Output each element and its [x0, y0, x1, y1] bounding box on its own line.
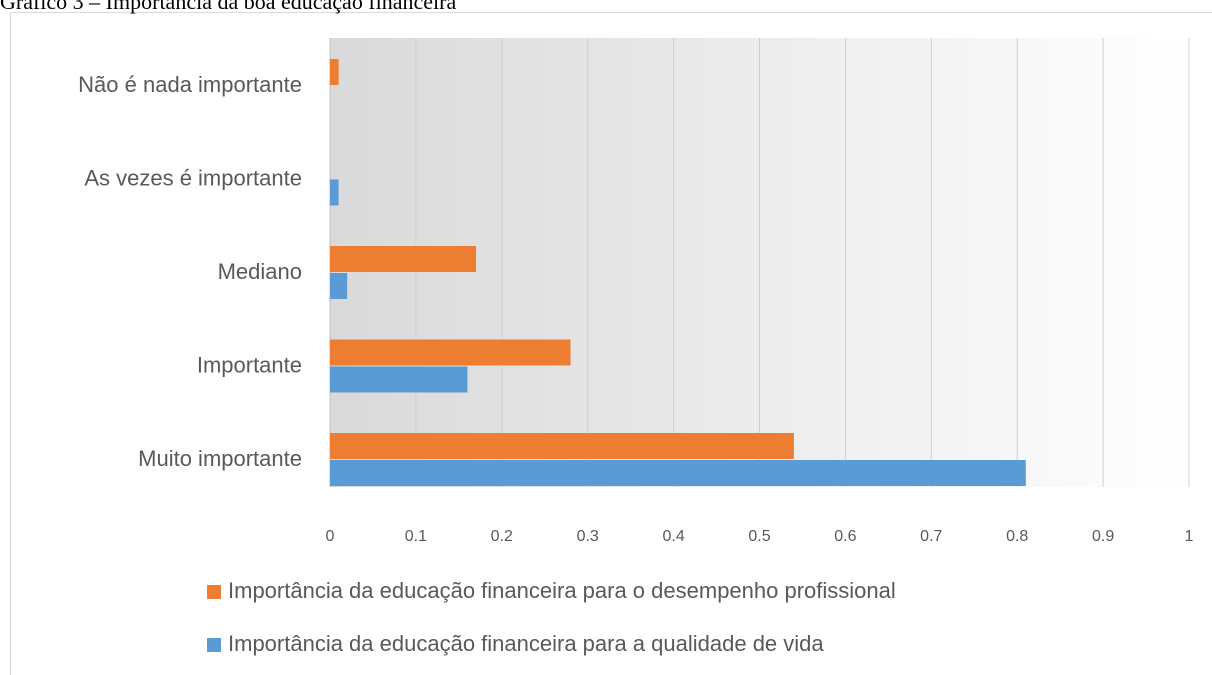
x-tick-label: 1 — [1185, 528, 1194, 545]
x-tick-label: 0.5 — [748, 528, 770, 545]
legend-swatch — [207, 638, 221, 652]
x-tick-label: 0.9 — [1092, 528, 1114, 545]
bar — [330, 179, 339, 206]
chart-title: Gráfico 3 – Importância da boa educação … — [0, 0, 456, 14]
bar — [330, 366, 468, 393]
legend-label: Importância da educação financeira para … — [228, 578, 896, 603]
x-tick-label: 0.3 — [577, 528, 599, 545]
bar — [330, 273, 348, 299]
y-tick-label: As vezes é importante — [84, 165, 302, 190]
chart-border — [10, 12, 1212, 675]
legend-label: Importância da educação financeira para … — [228, 631, 824, 656]
x-tick-label: 0.4 — [662, 528, 684, 545]
y-tick-label: Importante — [197, 352, 302, 377]
x-tick-label: 0 — [326, 528, 335, 545]
x-tick-label: 0.2 — [491, 528, 513, 545]
bar — [330, 433, 794, 459]
bar — [330, 59, 339, 85]
bar — [330, 246, 477, 272]
legend-swatch — [207, 585, 221, 599]
y-tick-label: Não é nada importante — [78, 72, 302, 97]
y-tick-label: Mediano — [218, 259, 302, 284]
bar — [330, 339, 571, 366]
y-tick-label: Muito importante — [138, 446, 302, 471]
x-tick-label: 0.8 — [1006, 528, 1028, 545]
x-tick-label: 0.1 — [405, 528, 427, 545]
x-tick-label: 0.6 — [834, 528, 856, 545]
bar — [330, 460, 1026, 486]
x-tick-label: 0.7 — [920, 528, 942, 545]
